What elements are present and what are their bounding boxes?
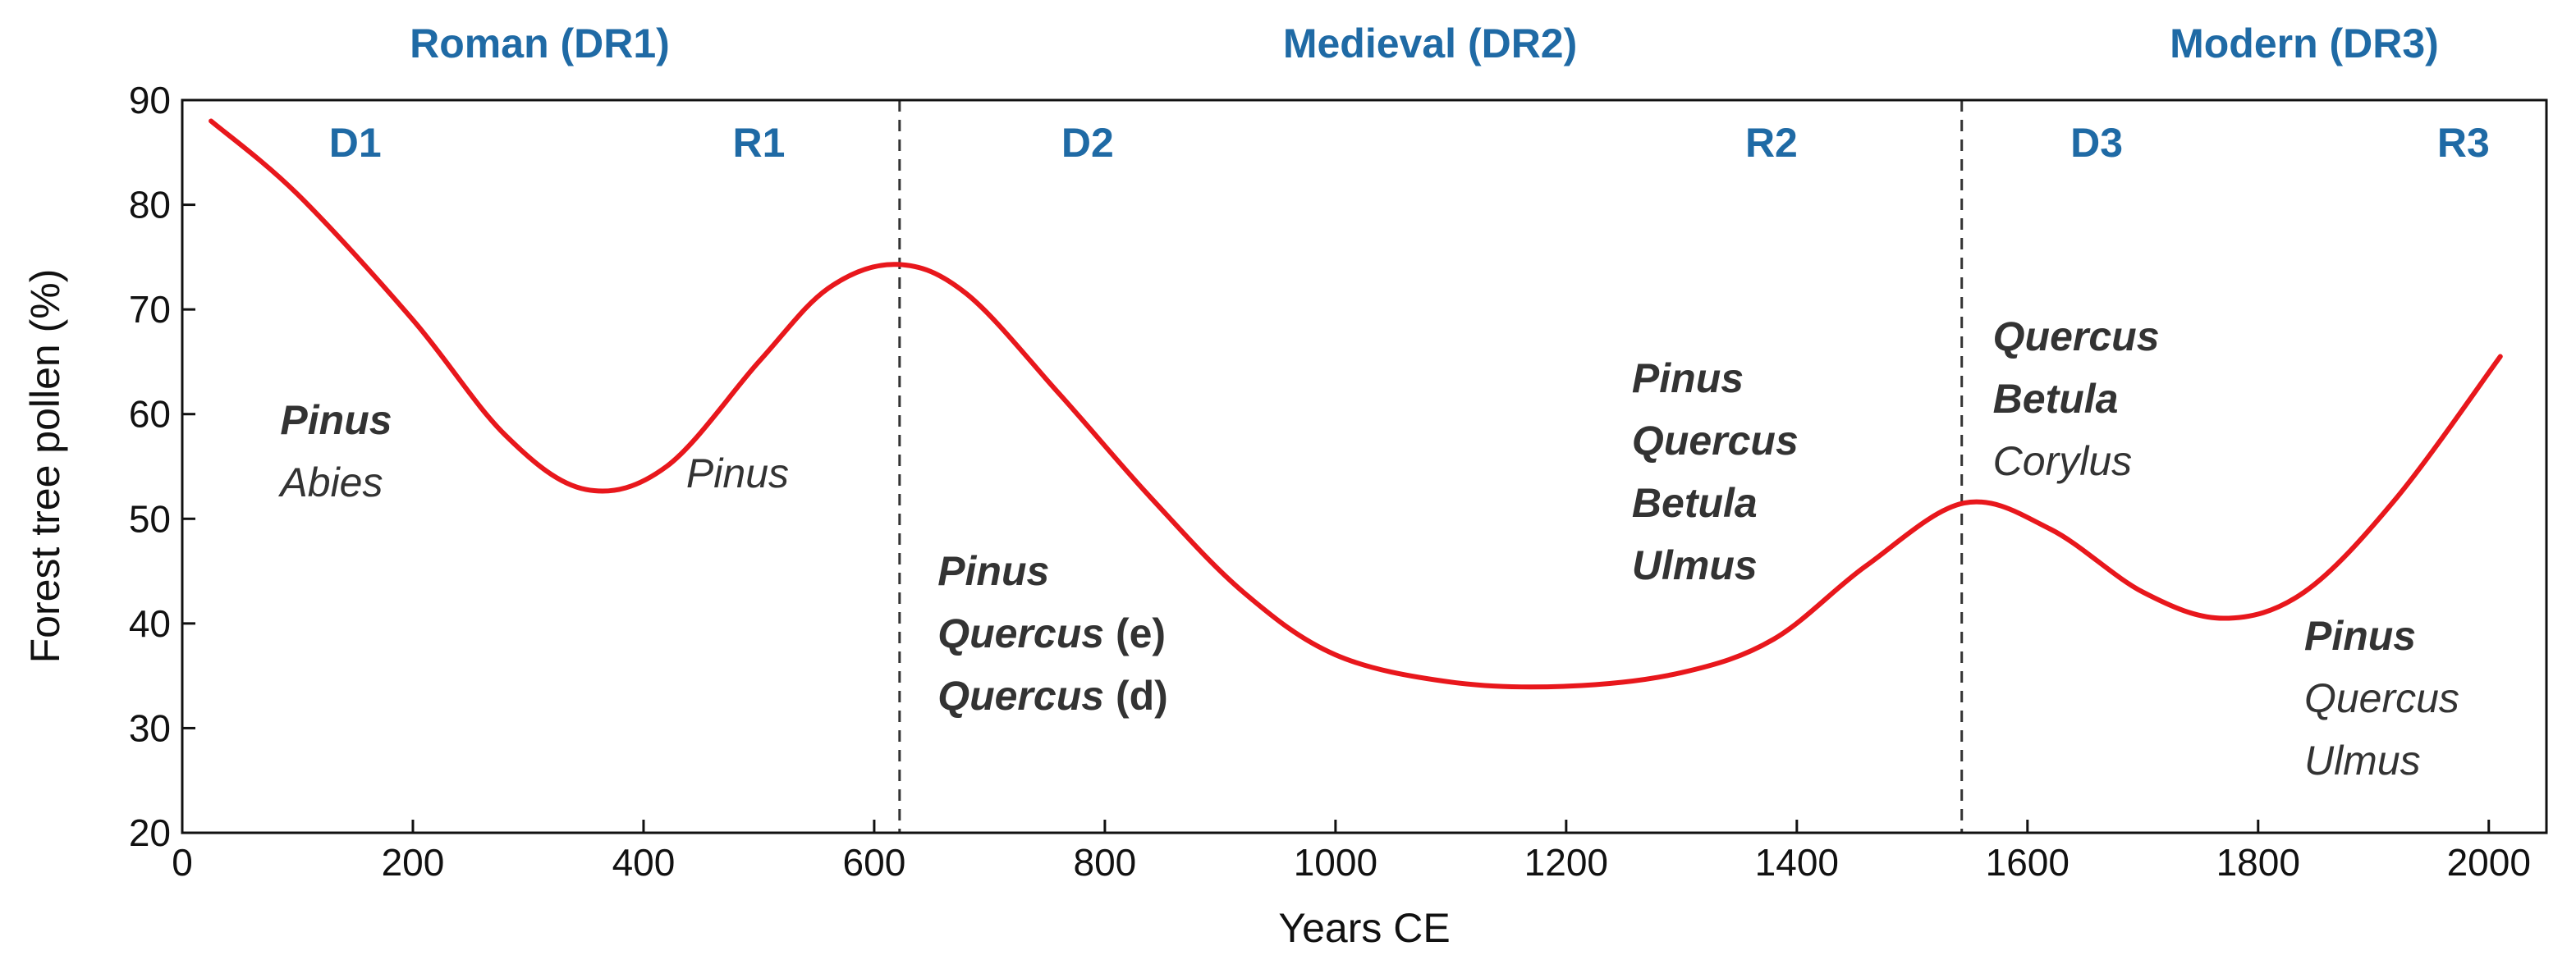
y-axis-ticks: 20 30 40 50 60 70 80 90 [129, 79, 195, 854]
taxon-label: Betula [1993, 376, 2119, 422]
y-tick-label-70: 70 [129, 288, 171, 331]
pollen-series [209, 118, 2503, 690]
taxon-label: Pinus [686, 450, 789, 496]
phase-label-r3: R3 [2437, 120, 2490, 166]
phase-label-d3: D3 [2070, 120, 2123, 166]
x-tick-label-1000: 1000 [1294, 841, 1377, 884]
taxon-label: Ulmus [2304, 738, 2421, 784]
period-dividers [898, 100, 1964, 833]
taxon-label: Pinus [1632, 355, 1744, 401]
y-tick-label-40: 40 [129, 602, 171, 645]
period-labels: Roman (DR1) Medieval (DR2) Modern (DR3) [410, 21, 2439, 66]
pollen-curve [209, 118, 2503, 690]
y-tick-label-50: 50 [129, 497, 171, 540]
x-tick-label-400: 400 [612, 841, 676, 884]
taxon-label: Corylus [1993, 438, 2132, 484]
taxon-label: Betula [1632, 480, 1758, 526]
taxon-label: Pinus [937, 548, 1049, 594]
phase-label-d2: D2 [1061, 120, 1114, 166]
taxon-label: Pinus [280, 397, 392, 443]
phase-label-r1: R1 [732, 120, 785, 166]
taxon-label: Abies [277, 459, 383, 505]
period-label-3: Modern (DR3) [2170, 21, 2439, 66]
y-tick-label-80: 80 [129, 184, 171, 226]
x-tick-label-1800: 1800 [2216, 841, 2300, 884]
taxa-group-d2: Pinus Quercus (e) Quercus (d) [937, 548, 1168, 719]
y-tick-label-90: 90 [129, 79, 171, 121]
taxa-group-r1: Pinus [686, 450, 789, 496]
taxon-label: Ulmus [1632, 542, 1758, 588]
x-tick-label-600: 600 [843, 841, 906, 884]
taxon-label: Quercus (e) [937, 610, 1166, 656]
taxon-type-suffix: (e) [1104, 610, 1166, 656]
x-tick-label-2000: 2000 [2447, 841, 2531, 884]
taxa-group-d3: Quercus Betula Corylus [1993, 313, 2160, 484]
period-label-2: Medieval (DR2) [1283, 21, 1577, 66]
plot-frame [181, 98, 2548, 834]
y-axis-title: Forest tree pollen (%) [22, 269, 68, 664]
x-tick-label-200: 200 [382, 841, 445, 884]
x-tick-label-1600: 1600 [1986, 841, 2070, 884]
y-tick-label-20: 20 [129, 811, 171, 854]
axes [181, 98, 2548, 834]
taxon-type-suffix: (d) [1104, 673, 1168, 719]
x-axis-ticks: 0 200 400 600 800 1000 1200 1400 1600 1800 2000 [172, 820, 2531, 884]
phase-label-d1: D1 [329, 120, 382, 166]
taxa-group-r3: Pinus Quercus Ulmus [2304, 613, 2459, 784]
taxon-label: Quercus [2304, 675, 2459, 721]
x-tick-label-800: 800 [1074, 841, 1137, 884]
x-axis-title: Years CE [1278, 905, 1450, 951]
y-tick-label-30: 30 [129, 706, 171, 749]
taxa-group-r2: Pinus Quercus Betula Ulmus [1632, 355, 1799, 588]
taxa-group-d1: Pinus Abies [277, 397, 392, 505]
taxon-label: Quercus (d) [937, 673, 1168, 719]
x-tick-label-0: 0 [172, 841, 193, 884]
x-tick-label-1400: 1400 [1755, 841, 1839, 884]
x-tick-label-1200: 1200 [1524, 841, 1608, 884]
taxon-label: Quercus [1993, 313, 2160, 359]
taxon-label: Pinus [2304, 613, 2416, 659]
phase-label-r2: R2 [1745, 120, 1798, 166]
period-label-1: Roman (DR1) [410, 21, 670, 66]
taxon-label: Quercus [1632, 418, 1799, 464]
phase-labels: D1 R1 D2 R2 D3 R3 [329, 120, 2490, 166]
y-tick-label-60: 60 [129, 393, 171, 436]
